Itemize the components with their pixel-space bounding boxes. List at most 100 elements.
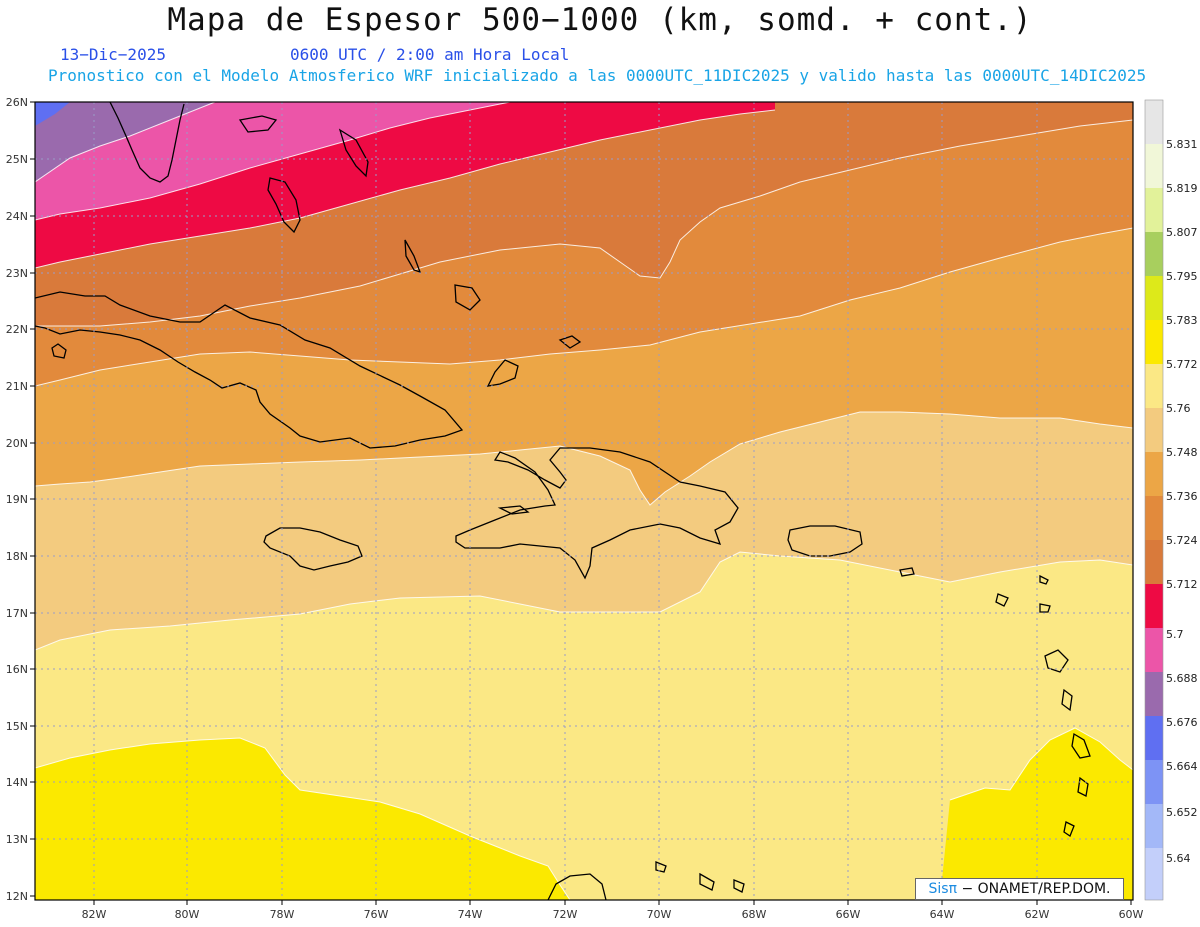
south-america-coast: [547, 873, 607, 900]
aruba: [655, 861, 667, 873]
lat-label: 24N: [6, 210, 28, 223]
legend-swatch: [1145, 408, 1163, 452]
legend-label: 5.819: [1166, 182, 1198, 195]
legend-swatch: [1145, 320, 1163, 364]
credit-text: − ONAMET/REP.DOM.: [961, 881, 1111, 897]
legend-swatch: [1145, 804, 1163, 848]
band-5664-5676: [35, 102, 70, 126]
legend-swatch: [1145, 232, 1163, 276]
legend-label: 5.664: [1166, 760, 1198, 773]
legend-label: 5.676: [1166, 716, 1198, 729]
lat-label: 25N: [6, 153, 28, 166]
band-5772-5783-west: [35, 738, 570, 900]
lat-label: 22N: [6, 323, 28, 336]
bahamas-long: [404, 239, 422, 274]
inagua: [558, 335, 582, 349]
martinique: [1071, 732, 1091, 759]
turks-caicos: [486, 359, 519, 387]
lon-label: 66W: [836, 908, 861, 921]
legend-swatch: [1145, 188, 1163, 232]
legend-swatch: [1145, 496, 1163, 540]
lat-label: 15N: [6, 720, 28, 733]
puerto-rico-coast: [787, 525, 863, 557]
legend-label: 5.652: [1166, 806, 1198, 819]
lon-label: 70W: [647, 908, 672, 921]
band-5688-5700: [35, 102, 510, 220]
coastlines: [35, 102, 1091, 900]
legend-swatch: [1145, 672, 1163, 716]
legend-swatch: [1145, 144, 1163, 188]
legend-label: 5.64: [1166, 852, 1191, 865]
legend-swatch: [1145, 584, 1163, 628]
lat-label: 12N: [6, 890, 28, 903]
legend-swatch: [1145, 100, 1163, 144]
band-5676-5688: [35, 102, 215, 182]
map-title: Mapa de Espesor 500−1000 (km, somd. + co…: [167, 2, 1033, 38]
lon-label: 72W: [553, 908, 578, 921]
latitude-labels: 26N 25N 24N 23N 22N 21N 20N 19N 18N 17N …: [6, 96, 28, 903]
lat-label: 19N: [6, 493, 28, 506]
legend-label: 5.795: [1166, 270, 1198, 283]
lon-label: 64W: [930, 908, 955, 921]
legend-label: 5.772: [1166, 358, 1198, 371]
legend-swatch: [1145, 848, 1163, 900]
dominica: [1061, 688, 1073, 712]
forecast-date: 13−Dic−2025: [60, 45, 166, 64]
bahamas-andros: [267, 177, 301, 234]
legend-label: 5.712: [1166, 578, 1198, 591]
lon-label: 80W: [175, 908, 200, 921]
lat-label: 14N: [6, 776, 28, 789]
lat-label: 13N: [6, 833, 28, 846]
virgin-islands: [899, 567, 915, 577]
color-legend: [1144, 99, 1164, 901]
st-kitts: [995, 593, 1009, 607]
cuba-coast: [35, 291, 464, 449]
axis-ticks: [30, 101, 1132, 905]
legend-label: 5.748: [1166, 446, 1198, 459]
legend-frame: [1144, 99, 1164, 901]
map-frame: [34, 101, 1134, 901]
legend-label: 5.7: [1166, 628, 1184, 641]
lat-label: 20N: [6, 437, 28, 450]
band-5772-5783-east: [940, 728, 1133, 900]
credit-box: Sisπ − ONAMET/REP.DOM.: [915, 878, 1124, 900]
lon-label: 78W: [270, 908, 295, 921]
bahamas-grand: [238, 115, 278, 133]
lat-label: 16N: [6, 663, 28, 676]
legend-swatch: [1145, 628, 1163, 672]
florida-coast: [109, 102, 185, 183]
lat-label: 23N: [6, 267, 28, 280]
legend-label: 5.831: [1166, 138, 1198, 151]
lon-label: 60W: [1119, 908, 1144, 921]
bahamas-acklins: [454, 284, 481, 311]
lon-label: 62W: [1025, 908, 1050, 921]
legend-swatch: [1145, 276, 1163, 320]
legend-label: 5.76: [1166, 402, 1191, 415]
lon-label: 68W: [742, 908, 767, 921]
legend-label: 5.783: [1166, 314, 1198, 327]
legend-swatch: [1145, 364, 1163, 408]
forecast-time: 0600 UTC / 2:00 am Hora Local: [290, 45, 570, 64]
grenada: [1063, 821, 1075, 837]
lon-label: 74W: [458, 908, 483, 921]
bahamas-eleuthera: [338, 128, 369, 178]
barbuda: [1039, 574, 1049, 585]
lat-label: 21N: [6, 380, 28, 393]
gonave-island: [497, 505, 530, 515]
forecast-subtitle: Pronostico con el Modelo Atmosferico WRF…: [48, 66, 1147, 85]
legend-swatch: [1145, 540, 1163, 584]
legend-swatch: [1145, 452, 1163, 496]
credit-brand-sis: Sis: [928, 881, 949, 897]
bonaire: [733, 879, 745, 893]
lat-label: 26N: [6, 96, 28, 109]
legend-label: 5.724: [1166, 534, 1198, 547]
isla-juventud: [51, 343, 67, 359]
lon-label: 76W: [364, 908, 389, 921]
legend-swatch: [1145, 760, 1163, 804]
credit-brand-pi: π: [948, 881, 957, 897]
legend-labels: 5.831 5.819 5.807 5.795 5.783 5.772 5.76…: [1166, 138, 1198, 865]
jamaica-coast: [263, 527, 363, 571]
legend-label: 5.688: [1166, 672, 1198, 685]
legend-label: 5.807: [1166, 226, 1198, 239]
